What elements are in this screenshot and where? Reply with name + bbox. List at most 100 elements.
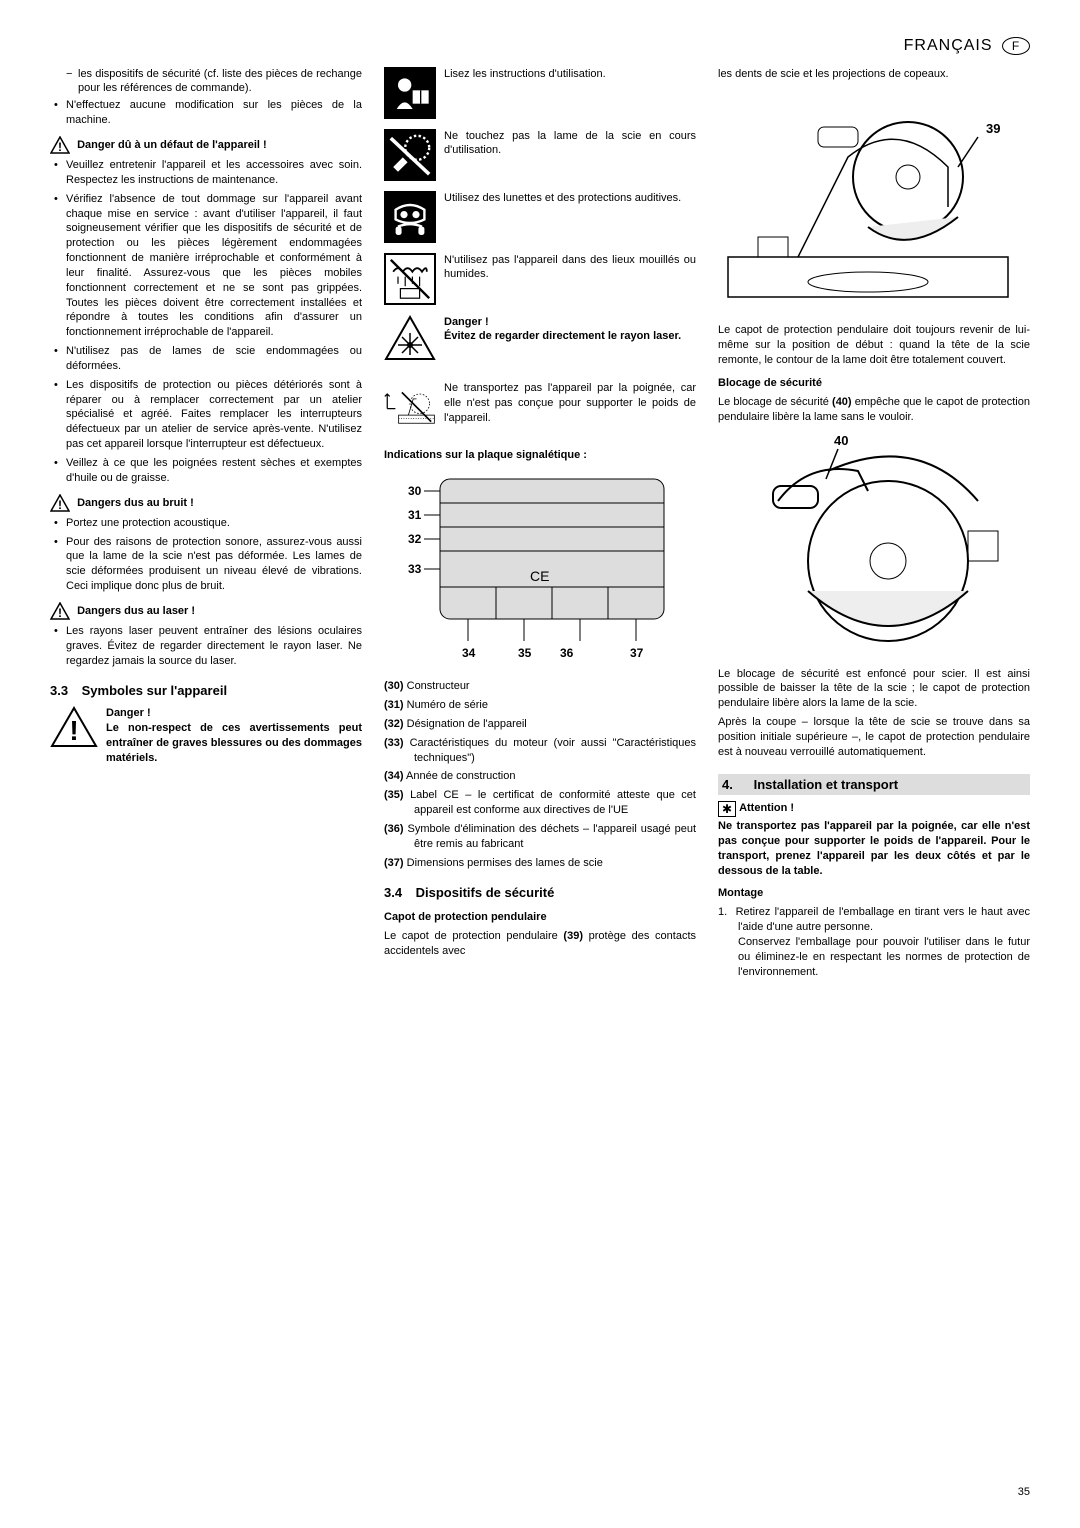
bullet-item: Pour des raisons de protection sonore, a… [50, 535, 362, 594]
danger-text: Danger ! Le non-respect de ces avertisse… [106, 706, 362, 765]
plate-label-32: 32 [408, 532, 422, 546]
symbol-laser: Danger ! Évitez de regarder directement … [384, 315, 696, 372]
bullet-item: N'utilisez pas de lames de scie endommag… [50, 344, 362, 374]
section-number: 3.3 [50, 682, 78, 700]
laser-danger-body: Évitez de regarder directement le rayon … [444, 329, 696, 344]
rating-plate-figure: CE 30 31 32 33 34 35 36 37 [384, 469, 696, 669]
section-4-heading: 4. Installation et transport [718, 774, 1030, 796]
section-3-3-heading: 3.3 Symboles sur l'appareil [50, 682, 362, 700]
bullet-item: Veuillez entretenir l'appareil et les ac… [50, 158, 362, 188]
plate-heading: Indications sur la plaque signalétique : [384, 448, 696, 463]
bullet-item: N'effectuez aucune modification sur les … [50, 98, 362, 128]
plate-label-33: 33 [408, 562, 422, 576]
numbered-item: 1. Retirez l'appareil de l'emballage en … [718, 905, 1030, 979]
warning-noise: ! Dangers dus au bruit ! [50, 494, 362, 512]
warning-defect: ! Danger dû à un défaut de l'appareil ! [50, 136, 362, 154]
bullet-item: Veillez à ce que les poignées restent sè… [50, 456, 362, 486]
subhead-safety-lock: Blocage de sécurité [718, 376, 1030, 391]
section-title: Dispositifs de sécurité [416, 885, 555, 900]
symbol-text: Ne transportez pas l'appareil par la poi… [444, 381, 696, 426]
plate-label-34: 34 [462, 646, 476, 660]
warning-text: Dangers dus au bruit ! [77, 497, 194, 509]
legend-item: (36) Symbole d'élimination des déchets –… [384, 822, 696, 852]
danger-block: ! Danger ! Le non-respect de ces avertis… [50, 706, 362, 765]
plate-label-35: 35 [518, 646, 532, 660]
symbol-eye-ear-protection: Utilisez des lunettes et des protections… [384, 191, 696, 243]
warning-text: Dangers dus au laser ! [77, 605, 195, 617]
callout-39: 39 [986, 121, 1000, 136]
symbol-no-carry-handle: Ne transportez pas l'appareil par la poi… [384, 381, 696, 438]
danger-body: Le non-respect de ces avertissements peu… [106, 721, 362, 766]
warning-text: Danger dû à un défaut de l'appareil ! [77, 139, 267, 151]
symbol-text: Danger ! Évitez de regarder directement … [444, 315, 696, 345]
no-touch-blade-icon [384, 129, 436, 181]
laser-danger-title: Danger ! [444, 315, 696, 330]
paragraph: Après la coupe – lorsque la tête de scie… [718, 715, 1030, 760]
bullet-item: Vérifiez l'absence de tout dommage sur l… [50, 192, 362, 340]
legend-item: (32) Désignation de l'appareil [384, 717, 696, 732]
attention-icon: ✱ [718, 801, 736, 817]
content-columns: les dispositifs de sécurité (cf. liste d… [50, 67, 1030, 1477]
dash-list: les dispositifs de sécurité (cf. liste d… [50, 67, 362, 97]
section-title: Installation et transport [754, 777, 898, 792]
plate-label-30: 30 [408, 484, 422, 498]
goggles-earmuff-icon [384, 191, 436, 243]
section-3-4-heading: 3.4 Dispositifs de sécurité [384, 884, 696, 902]
plate-label-37: 37 [630, 646, 644, 660]
no-carry-handle-icon [384, 381, 436, 438]
svg-text:!: ! [58, 498, 62, 512]
legend-item: (37) Dimensions permises des lames de sc… [384, 856, 696, 871]
symbol-text: N'utilisez pas l'appareil dans des lieux… [444, 253, 696, 283]
callout-40: 40 [834, 433, 848, 448]
warning-triangle-icon: ! [50, 706, 98, 748]
section-title: Symboles sur l'appareil [82, 683, 227, 698]
lang-code: F [1002, 37, 1030, 55]
bullet-item: Portez une protection acoustique. [50, 516, 362, 531]
warning-laser: ! Dangers dus au laser ! [50, 602, 362, 620]
svg-text:!: ! [58, 606, 62, 620]
plate-legend: (30) Constructeur (31) Numéro de série (… [384, 679, 696, 870]
legend-item: (30) Constructeur [384, 679, 696, 694]
bullet-list: Portez une protection acoustique. Pour d… [50, 516, 362, 594]
symbol-text: Utilisez des lunettes et des protections… [444, 191, 696, 206]
dash-item: les dispositifs de sécurité (cf. liste d… [50, 67, 362, 97]
legend-item: (34) Année de construction [384, 769, 696, 784]
paragraph: Le capot de protection pendulaire (39) p… [384, 929, 696, 959]
bullet-list: Veuillez entretenir l'appareil et les ac… [50, 158, 362, 486]
paragraph: Le blocage de sécurité est enfoncé pour … [718, 667, 1030, 712]
paragraph: Le capot de protection pendulaire doit t… [718, 323, 1030, 368]
symbol-no-wet: N'utilisez pas l'appareil dans des lieux… [384, 253, 696, 305]
attention-body: Ne transportez pas l'appareil par la poi… [718, 819, 1030, 878]
legend-item: (35) Label CE – le certificat de conform… [384, 788, 696, 818]
legend-item: (33) Caractéristiques du moteur (voir au… [384, 736, 696, 766]
symbol-text: Ne touchez pas la lame de la scie en cou… [444, 129, 696, 159]
page-header: FRANÇAIS F [50, 35, 1030, 57]
svg-text:CE: CE [530, 568, 549, 584]
figure-saw-40: 40 [718, 431, 1030, 661]
danger-title: Danger ! [106, 706, 362, 721]
figure-saw-39: 39 [718, 87, 1030, 317]
paragraph: Le blocage de sécurité (40) empêche que … [718, 395, 1030, 425]
plate-label-36: 36 [560, 646, 574, 660]
laser-icon [384, 315, 436, 372]
subhead-montage: Montage [718, 886, 1030, 901]
numbered-list: 1. Retirez l'appareil de l'emballage en … [718, 905, 1030, 979]
subhead-guard: Capot de protection pendulaire [384, 910, 696, 925]
symbol-no-touch-blade: Ne touchez pas la lame de la scie en cou… [384, 129, 696, 181]
legend-item: (31) Numéro de série [384, 698, 696, 713]
no-wet-icon [384, 253, 436, 305]
warning-triangle-icon: ! [50, 602, 70, 620]
bullet-list: Les rayons laser peuvent entraîner des l… [50, 624, 362, 669]
attention-title: Attention ! [739, 802, 794, 814]
read-manual-icon [384, 67, 436, 119]
warning-triangle-icon: ! [50, 136, 70, 154]
section-number: 3.4 [384, 884, 412, 902]
bullet-item: Les dispositifs de protection ou pièces … [50, 378, 362, 452]
symbol-read-manual: Lisez les instructions d'utilisation. [384, 67, 696, 119]
lang-label: FRANÇAIS [904, 37, 993, 54]
svg-text:!: ! [58, 140, 62, 154]
plate-label-31: 31 [408, 508, 422, 522]
bullet-list: N'effectuez aucune modification sur les … [50, 98, 362, 128]
svg-text:!: ! [69, 715, 78, 746]
attention-row: ✱ Attention ! [718, 801, 1030, 817]
